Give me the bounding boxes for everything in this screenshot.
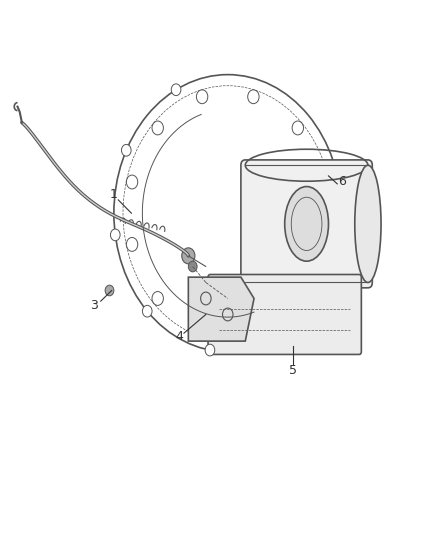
Circle shape [205, 344, 215, 356]
Text: 4: 4 [176, 330, 184, 343]
Circle shape [188, 261, 197, 272]
Text: 5: 5 [290, 364, 297, 377]
Ellipse shape [355, 165, 381, 282]
Circle shape [110, 229, 120, 241]
Text: 3: 3 [90, 299, 98, 312]
Ellipse shape [285, 187, 328, 261]
Circle shape [171, 84, 181, 95]
Circle shape [142, 305, 152, 317]
Polygon shape [188, 277, 254, 341]
FancyBboxPatch shape [241, 160, 372, 288]
Circle shape [105, 285, 114, 296]
Text: 6: 6 [338, 175, 346, 188]
Circle shape [182, 248, 195, 264]
FancyBboxPatch shape [208, 274, 361, 354]
Text: 1: 1 [110, 188, 118, 201]
Circle shape [121, 144, 131, 156]
